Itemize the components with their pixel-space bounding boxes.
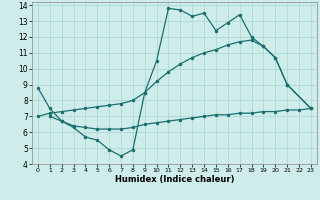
X-axis label: Humidex (Indice chaleur): Humidex (Indice chaleur) <box>115 175 234 184</box>
